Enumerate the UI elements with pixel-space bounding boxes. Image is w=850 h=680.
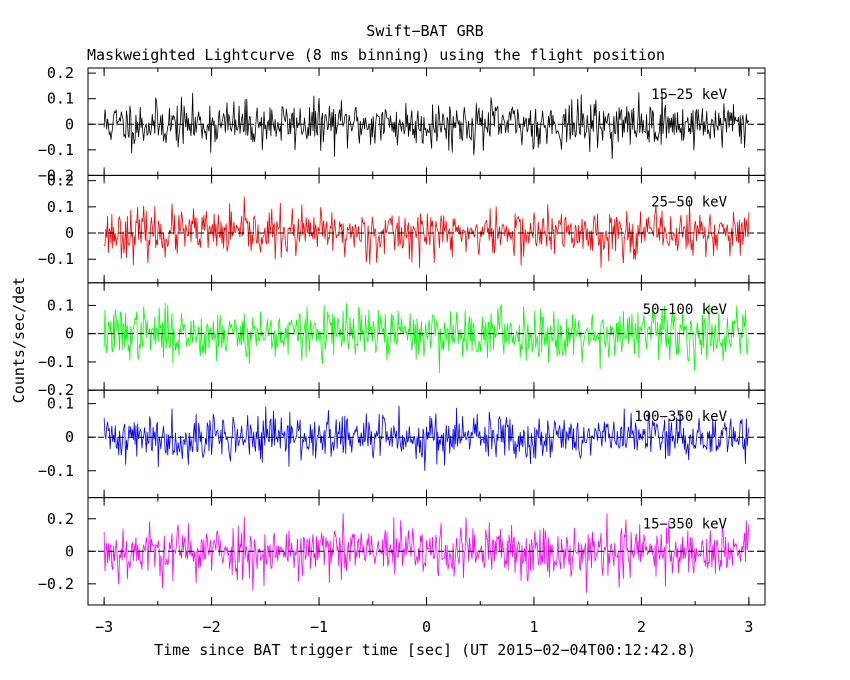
x-tick-label: −3	[95, 618, 113, 636]
lightcurve-trace	[103, 196, 750, 268]
y-tick-label: 0	[65, 224, 74, 242]
y-tick-label: 0.2	[47, 64, 74, 82]
lightcurve-trace	[103, 513, 750, 593]
chart-subtitle: Maskweighted Lightcurve (8 ms binning) u…	[87, 46, 665, 64]
y-tick-label: 0.2	[47, 510, 74, 528]
lightcurve-trace	[103, 302, 749, 374]
lightcurve-trace	[103, 405, 750, 471]
panel-frame	[87, 174, 766, 284]
y-tick-label: 0.1	[47, 395, 74, 413]
band-label: 25−50 keV	[651, 194, 727, 210]
panel-5: −0.2 0 0.2 15−350 keV	[38, 497, 766, 606]
chart-title: Swift−BAT GRB	[366, 22, 483, 40]
band-label: 15−25 keV	[651, 87, 727, 103]
y-tick-label: 0.1	[47, 198, 74, 216]
y-tick-label: −0.2	[38, 381, 74, 399]
panel-4: −0.1 0 0.1 100−350 keV	[38, 389, 766, 499]
x-tick-label: 3	[744, 618, 753, 636]
band-label: 15−350 keV	[643, 517, 728, 533]
panel-3: −0.2 −0.1 0 0.1 50−100 keV	[38, 282, 766, 399]
panel-frame	[87, 67, 766, 176]
x-tick-label: −2	[203, 618, 221, 636]
panels: −0.2 −0.1 0 0.1 0.2 15−25 keV −0.1 0 0.1 0.2 25−50…	[38, 64, 766, 606]
y-tick-label: 0.1	[47, 296, 74, 314]
x-tick-label: 1	[529, 618, 538, 636]
y-axis-label: Counts/sec/det	[10, 277, 28, 403]
band-label: 50−100 keV	[643, 302, 728, 318]
y-tick-label: 0	[65, 428, 74, 446]
y-tick-label: −0.1	[38, 141, 74, 159]
y-tick-label: −0.1	[38, 353, 74, 371]
y-tick-label: −0.2	[38, 166, 74, 184]
band-label: 100−350 keV	[634, 409, 727, 425]
y-tick-label: 0	[65, 542, 74, 560]
x-axis: −3 −2 −1 0 1 2 3	[95, 618, 753, 636]
y-tick-label: 0.1	[47, 90, 74, 108]
y-tick-label: 0	[65, 325, 74, 343]
x-tick-label: −1	[310, 618, 328, 636]
panel-2: −0.1 0 0.1 0.2 25−50 keV	[38, 172, 766, 284]
y-tick-label: 0.2	[47, 172, 74, 190]
y-tick-label: 0	[65, 115, 74, 133]
x-tick-label: 2	[637, 618, 646, 636]
x-tick-label: 0	[422, 618, 431, 636]
lightcurve-trace	[103, 90, 750, 159]
y-tick-label: −0.2	[38, 575, 74, 593]
panel-1: −0.2 −0.1 0 0.1 0.2 15−25 keV	[38, 64, 766, 184]
x-axis-label: Time since BAT trigger time [sec] (UT 20…	[154, 641, 696, 659]
y-tick-label: −0.1	[38, 462, 74, 480]
y-tick-label: −0.1	[38, 250, 74, 268]
